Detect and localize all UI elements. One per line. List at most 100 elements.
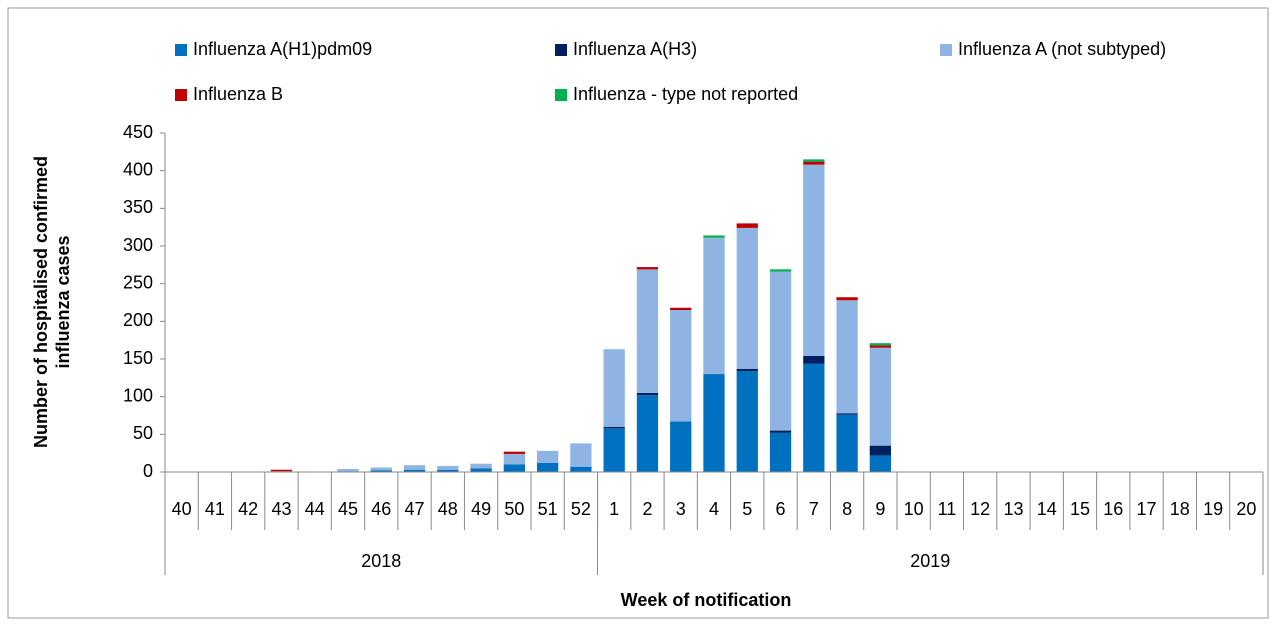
bar-segment <box>570 443 592 467</box>
legend-label: Influenza A (not subtyped) <box>958 39 1166 59</box>
y-tick-label: 0 <box>143 461 153 481</box>
bar-segment <box>703 374 725 472</box>
bar-segment <box>836 414 858 472</box>
bar-segment <box>636 269 659 393</box>
bar-segment <box>736 223 758 228</box>
bar-segment <box>636 392 659 396</box>
bar-segment <box>869 347 892 446</box>
bar-segment <box>503 464 526 472</box>
bar-segment <box>603 428 625 472</box>
x-tick-label: 11 <box>938 499 957 519</box>
bar-segment <box>803 161 825 165</box>
bar-segment <box>869 455 892 472</box>
bar-segment <box>769 269 792 272</box>
bar-segment <box>603 426 625 429</box>
x-tick-label: 12 <box>970 499 990 519</box>
x-tick-label: 42 <box>238 499 258 519</box>
y-tick-label: 100 <box>123 385 153 405</box>
bar-segment <box>403 469 426 472</box>
x-tick-label: 13 <box>1003 499 1023 519</box>
bar-segment <box>736 368 758 372</box>
y-tick-label: 450 <box>123 122 153 142</box>
legend-swatch <box>175 44 187 56</box>
bar-segment <box>437 465 459 470</box>
bar-segment <box>437 469 459 472</box>
legend-label: Influenza B <box>193 84 283 104</box>
bar-segment <box>803 355 825 364</box>
y-tick-label: 350 <box>123 197 153 217</box>
x-tick-label: 7 <box>809 499 819 519</box>
x-tick-label: 49 <box>471 499 491 519</box>
bar-segment <box>803 164 825 356</box>
bar-segment <box>503 451 526 454</box>
x-tick-label: 2 <box>642 499 652 519</box>
bar-segment <box>370 470 392 472</box>
x-tick-label: 46 <box>371 499 391 519</box>
x-tick-label: 5 <box>742 499 752 519</box>
x-tick-label: 18 <box>1170 499 1190 519</box>
legend-swatch <box>940 44 952 56</box>
x-tick-label: 48 <box>438 499 458 519</box>
bar-segment <box>769 432 792 472</box>
legend-label: Influenza A(H3) <box>573 39 697 59</box>
bar-segment <box>703 235 725 238</box>
x-tick-label: 1 <box>609 499 619 519</box>
bar-segment <box>670 421 692 472</box>
y-tick-label: 400 <box>123 159 153 179</box>
legend-swatch <box>175 89 187 101</box>
year-label: 2019 <box>910 551 950 571</box>
bar-segment <box>836 300 858 414</box>
x-tick-label: 50 <box>504 499 524 519</box>
bar-segment <box>836 297 858 301</box>
y-tick-label: 50 <box>133 423 153 443</box>
bar-segment <box>403 465 426 470</box>
x-tick-label: 44 <box>305 499 325 519</box>
x-tick-label: 52 <box>571 499 591 519</box>
x-tick-label: 40 <box>172 499 192 519</box>
legend-label: Influenza A(H1)pdm09 <box>193 39 372 59</box>
y-tick-label: 300 <box>123 235 153 255</box>
x-tick-label: 3 <box>676 499 686 519</box>
bar-segment <box>636 267 659 270</box>
bar-segment <box>769 271 792 431</box>
bar-segment <box>803 363 825 472</box>
y-tick-label: 150 <box>123 348 153 368</box>
x-tick-label: 10 <box>904 499 924 519</box>
bar-segment <box>803 159 825 162</box>
x-tick-label: 16 <box>1103 499 1123 519</box>
bar-segment <box>670 307 692 311</box>
x-tick-label: 41 <box>205 499 225 519</box>
bar-segment <box>470 463 492 469</box>
x-tick-label: 9 <box>875 499 885 519</box>
y-axis-title-line: Number of hospitalised confirmed <box>31 156 51 448</box>
x-tick-label: 6 <box>776 499 786 519</box>
y-tick-label: 250 <box>123 272 153 292</box>
x-axis-title: Week of notification <box>621 590 792 610</box>
legend-swatch <box>555 44 567 56</box>
x-tick-label: 19 <box>1203 499 1223 519</box>
bar-segment <box>503 453 526 465</box>
x-tick-label: 8 <box>842 499 852 519</box>
bar-segment <box>470 468 492 472</box>
bar-segment <box>836 413 858 415</box>
bar-segment <box>270 469 293 472</box>
x-tick-label: 14 <box>1037 499 1057 519</box>
x-tick-label: 20 <box>1236 499 1256 519</box>
y-tick-label: 200 <box>123 310 153 330</box>
bar-segment <box>703 237 725 375</box>
bar-segment <box>736 227 758 369</box>
chart-frame <box>7 7 1269 619</box>
bar-segment <box>337 468 359 472</box>
y-axis-title: Number of hospitalised confirmed influen… <box>31 156 73 448</box>
bar-segment <box>869 445 892 456</box>
bar-segment <box>570 466 592 472</box>
bar-segment <box>736 371 758 472</box>
legend-swatch <box>555 89 567 101</box>
bar-segment <box>536 462 559 472</box>
year-label: 2018 <box>361 551 401 571</box>
bar-segment <box>869 343 892 346</box>
x-tick-label: 43 <box>271 499 291 519</box>
bar-segment <box>636 395 659 472</box>
bar-segment <box>769 430 792 433</box>
